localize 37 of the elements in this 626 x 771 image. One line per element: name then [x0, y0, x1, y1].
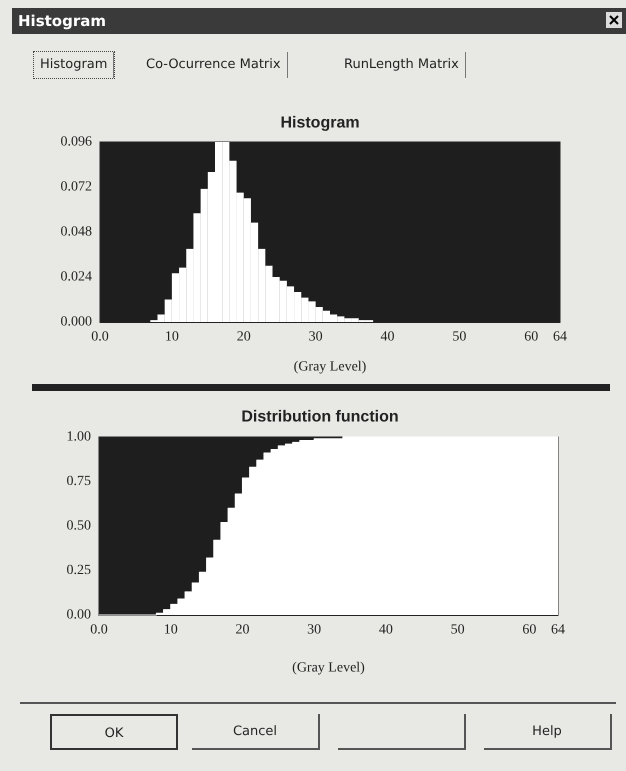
x-tick-label: 40: [378, 622, 393, 638]
text: Histogram: [12, 8, 626, 34]
x-tick-label: 40: [380, 330, 394, 344]
y-tick-label: 0.25: [66, 563, 91, 578]
x-tick-label: 60: [522, 622, 536, 638]
x-tick-label: 10: [164, 622, 178, 638]
x-tick-label: 0.0: [91, 330, 109, 344]
y-tick-label: 0.75: [66, 474, 91, 489]
chart-title: Histogram: [280, 114, 360, 132]
x-tick-label: 64: [551, 622, 565, 638]
x-tick-label: 20: [235, 622, 250, 638]
x-tick-label: 30: [308, 330, 323, 344]
x-axis-title: (Gray Level): [294, 360, 367, 374]
y-tick-label: 1.00: [66, 430, 91, 444]
y-tick-label: 0.00: [66, 608, 91, 622]
x-axis-title: (Gray Level): [292, 660, 366, 676]
y-tick-label: 0.024: [60, 270, 92, 284]
x-tick-label: 60: [524, 330, 538, 344]
x-tick-label: 20: [236, 330, 251, 344]
x-tick-label: 50: [452, 330, 466, 344]
text: Histogram: [34, 52, 114, 78]
y-tick-label: 0.000: [60, 314, 92, 330]
text: RunLength Matrix: [338, 52, 466, 78]
text: Co-Ocurrence Matrix: [140, 52, 288, 78]
text: Cancel: [192, 714, 320, 750]
y-tick-label: 0.072: [60, 180, 92, 194]
x-tick-label: 50: [450, 622, 465, 638]
x-tick-label: 64: [553, 330, 567, 344]
text: Help: [484, 714, 612, 750]
y-tick-label: 0.096: [60, 134, 92, 150]
y-tick-label: 0.50: [66, 518, 91, 534]
chart-title: Distribution function: [241, 408, 399, 426]
x-tick-label: 30: [307, 622, 322, 638]
x-tick-label: 10: [164, 330, 179, 344]
text: OK: [50, 714, 178, 750]
y-tick-label: 0.048: [60, 224, 92, 240]
x-tick-label: 0.0: [90, 622, 108, 638]
